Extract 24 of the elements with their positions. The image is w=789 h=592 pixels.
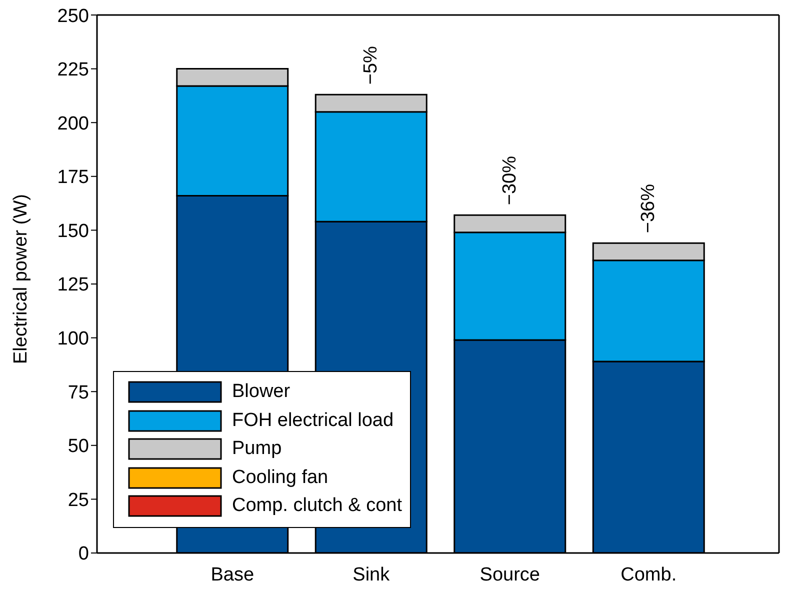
y-tick-label: 25 bbox=[68, 490, 89, 511]
annotation: −5% bbox=[360, 46, 382, 85]
legend-label: Comp. clutch & cont bbox=[232, 495, 402, 518]
annotation: −36% bbox=[638, 184, 660, 234]
legend-label: Cooling fan bbox=[232, 466, 328, 489]
x-tick-label: Comb. bbox=[620, 564, 677, 586]
y-tick-label: 75 bbox=[68, 382, 89, 404]
annotation: −30% bbox=[499, 156, 520, 206]
y-tick-label: 225 bbox=[57, 60, 89, 81]
legend-label: FOH electrical load bbox=[232, 410, 394, 432]
x-tick-label: Base bbox=[210, 564, 254, 586]
x-tick-label: Source bbox=[480, 564, 540, 586]
legend-label: Pump bbox=[232, 438, 282, 460]
y-tick-label: 50 bbox=[68, 436, 89, 458]
legend-label: Blower bbox=[232, 381, 290, 404]
y-tick-label: 250 bbox=[57, 6, 89, 27]
y-tick-label: 200 bbox=[57, 113, 89, 134]
y-tick-label: 125 bbox=[57, 274, 89, 296]
y-tick-label: 100 bbox=[57, 328, 89, 350]
y-tick-label: 150 bbox=[57, 220, 89, 242]
x-tick-label: Sink bbox=[352, 564, 390, 586]
y-tick-label: 175 bbox=[57, 167, 89, 188]
y-tick-label: 0 bbox=[78, 544, 89, 565]
y-axis-title: Electrical power (W) bbox=[10, 194, 32, 364]
